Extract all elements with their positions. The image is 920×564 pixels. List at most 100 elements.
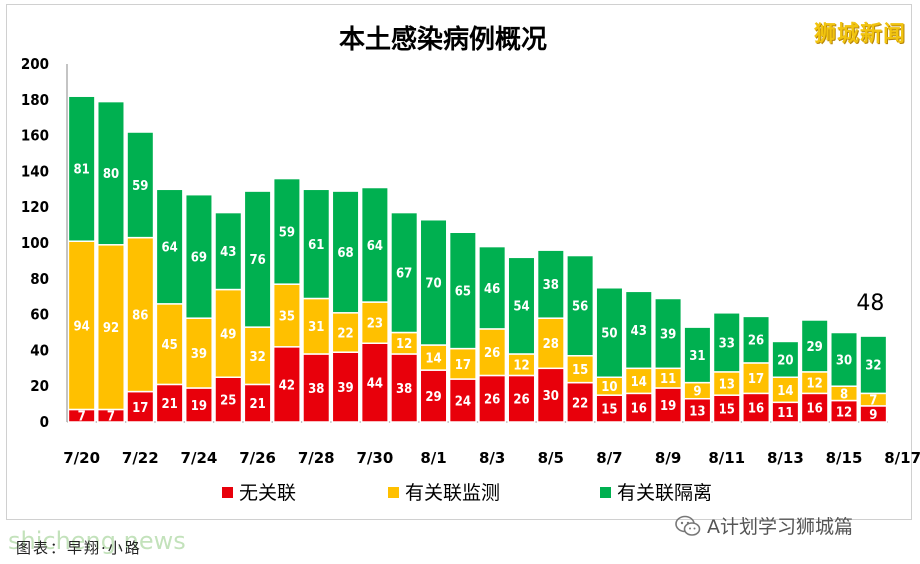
bar-value-label: 39	[660, 327, 676, 342]
bar-value-label: 35	[279, 309, 295, 324]
bar-value-label: 92	[103, 321, 119, 336]
bar-value-label: 50	[601, 327, 617, 342]
bar-segment	[624, 392, 653, 423]
bar-value-label: 68	[337, 246, 353, 261]
bar-segment	[419, 344, 448, 371]
y-tick-label: 0	[40, 413, 49, 431]
y-tick-label: 20	[30, 377, 49, 395]
bar-value-label: 20	[777, 353, 793, 368]
bar-value-label: 22	[337, 327, 353, 342]
bar-value-label: 30	[543, 389, 559, 404]
bar-value-label: 7	[107, 410, 115, 425]
bar-value-label: 11	[660, 372, 676, 387]
chart-legend: 无关联 有关联监测 有关联隔离	[222, 482, 712, 504]
bar-value-label: 12	[836, 405, 852, 420]
bar-segment	[96, 244, 125, 411]
chart-bars: 7948179280178659214564193969254943213276…	[67, 95, 888, 425]
bar-value-label: 86	[132, 309, 148, 324]
bar-value-label: 39	[337, 381, 353, 396]
bar-value-label: 16	[807, 402, 823, 417]
bar-segment	[360, 342, 389, 423]
bar-value-label: 17	[455, 358, 471, 373]
bar-value-label: 9	[869, 408, 877, 423]
bar-value-label: 45	[161, 338, 177, 353]
y-tick-label: 180	[21, 91, 49, 109]
bar-segment	[742, 315, 771, 364]
total-annotation: 48	[856, 291, 884, 316]
x-tick-label: 7/24	[181, 449, 218, 467]
x-tick-label: 8/15	[826, 449, 863, 467]
bar-value-label: 64	[161, 241, 177, 256]
bar-value-label: 19	[660, 399, 676, 414]
bar-value-label: 7	[869, 394, 877, 409]
bar-segment	[771, 376, 800, 404]
bar-segment	[712, 394, 741, 423]
bar-segment	[155, 303, 184, 386]
bar-value-label: 26	[513, 393, 529, 408]
bar-segment	[331, 190, 360, 314]
brand-logo: 狮城新闻	[813, 22, 906, 47]
bar-segment	[536, 367, 565, 423]
bar-value-label: 14	[777, 384, 793, 399]
x-tick-label: 8/17	[884, 449, 920, 467]
bar-value-label: 38	[396, 382, 412, 397]
bar-value-label: 32	[249, 350, 265, 365]
bar-value-label: 49	[220, 327, 236, 342]
image-caption: 图表：早翔·小路	[16, 539, 142, 557]
bar-segment	[478, 374, 507, 423]
bar-value-label: 15	[719, 403, 735, 418]
x-tick-label: 7/22	[122, 449, 159, 467]
bar-value-label: 29	[425, 390, 441, 405]
bar-value-label: 29	[807, 340, 823, 355]
bar-segment	[566, 254, 595, 357]
bar-segment	[184, 317, 213, 389]
bar-value-label: 59	[279, 225, 295, 240]
legend-label: 无关联	[239, 482, 296, 504]
bar-segment	[566, 381, 595, 423]
bar-value-label: 30	[836, 353, 852, 368]
bar-value-label: 33	[719, 336, 735, 351]
bar-value-label: 70	[425, 276, 441, 291]
bar-value-label: 81	[74, 163, 90, 178]
bar-value-label: 28	[543, 337, 559, 352]
bar-segment	[302, 297, 331, 355]
bar-segment	[272, 283, 301, 348]
bar-value-label: 59	[132, 179, 148, 194]
bar-segment	[360, 186, 389, 303]
y-tick-label: 40	[30, 341, 49, 359]
x-tick-label: 8/5	[538, 449, 564, 467]
bar-value-label: 80	[103, 167, 119, 182]
bar-value-label: 94	[74, 319, 90, 334]
bar-value-label: 46	[484, 282, 500, 297]
bar-segment	[712, 312, 741, 373]
bar-value-label: 32	[865, 359, 881, 374]
bar-segment	[243, 383, 272, 423]
bar-segment	[478, 328, 507, 377]
bar-value-label: 56	[572, 300, 588, 315]
bar-segment	[742, 392, 771, 423]
bar-value-label: 17	[132, 401, 148, 416]
wechat-icon	[675, 515, 701, 536]
bar-segment	[536, 317, 565, 370]
bar-segment	[419, 369, 448, 423]
bar-segment	[536, 249, 565, 319]
bar-value-label: 38	[543, 278, 559, 293]
bar-segment	[155, 383, 184, 423]
x-tick-label: 8/9	[655, 449, 681, 467]
bar-value-label: 44	[367, 377, 383, 392]
bar-segment	[126, 390, 155, 423]
x-tick-label: 7/26	[239, 449, 276, 467]
x-tick-label: 8/3	[479, 449, 505, 467]
bar-segment	[448, 231, 477, 350]
bar-value-label: 61	[308, 238, 324, 253]
bar-value-label: 12	[513, 359, 529, 374]
bar-value-label: 31	[689, 349, 705, 364]
bar-segment	[302, 188, 331, 300]
bar-segment	[126, 236, 155, 393]
x-tick-label: 8/13	[767, 449, 804, 467]
wechat-account[interactable]: A计划学习狮城篇	[675, 512, 853, 539]
bar-value-label: 25	[220, 394, 236, 409]
bar-value-label: 12	[807, 377, 823, 392]
legend-swatch	[388, 487, 399, 498]
